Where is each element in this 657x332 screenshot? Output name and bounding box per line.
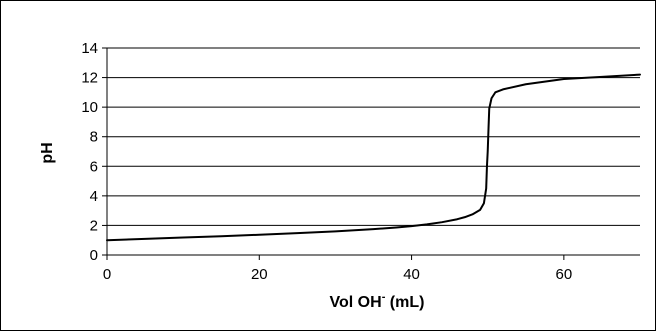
y-tick-label-0: 0 xyxy=(90,247,98,264)
x-tick-label-40: 40 xyxy=(403,266,420,283)
y-tick-label-14: 14 xyxy=(81,40,98,57)
y-tick-label-8: 8 xyxy=(90,129,98,146)
y-tick-label-4: 4 xyxy=(90,188,98,205)
series-line-0 xyxy=(106,73,641,242)
y-tick-label-6: 6 xyxy=(90,158,98,175)
gridlines xyxy=(107,47,640,226)
y-axis-title: pH xyxy=(39,142,56,163)
x-tick-label-20: 20 xyxy=(251,266,268,283)
x-axis-title-suffix: (mL) xyxy=(385,294,424,311)
series-layer xyxy=(106,73,641,242)
x-axis-title: Vol OH- (mL) xyxy=(330,291,425,311)
x-tick-label-0: 0 xyxy=(103,266,111,283)
axes xyxy=(102,47,640,260)
tick-labels: 0 2 4 6 8 10 12 14 0 20 40 60 xyxy=(81,40,572,283)
x-tick-label-60: 60 xyxy=(556,266,573,283)
x-axis-title-sup: - xyxy=(382,291,386,303)
x-axis-title-main: Vol OH xyxy=(330,294,382,311)
y-tick-label-12: 12 xyxy=(81,70,98,87)
y-tick-label-2: 2 xyxy=(90,217,98,234)
y-tick-label-10: 10 xyxy=(81,99,98,116)
